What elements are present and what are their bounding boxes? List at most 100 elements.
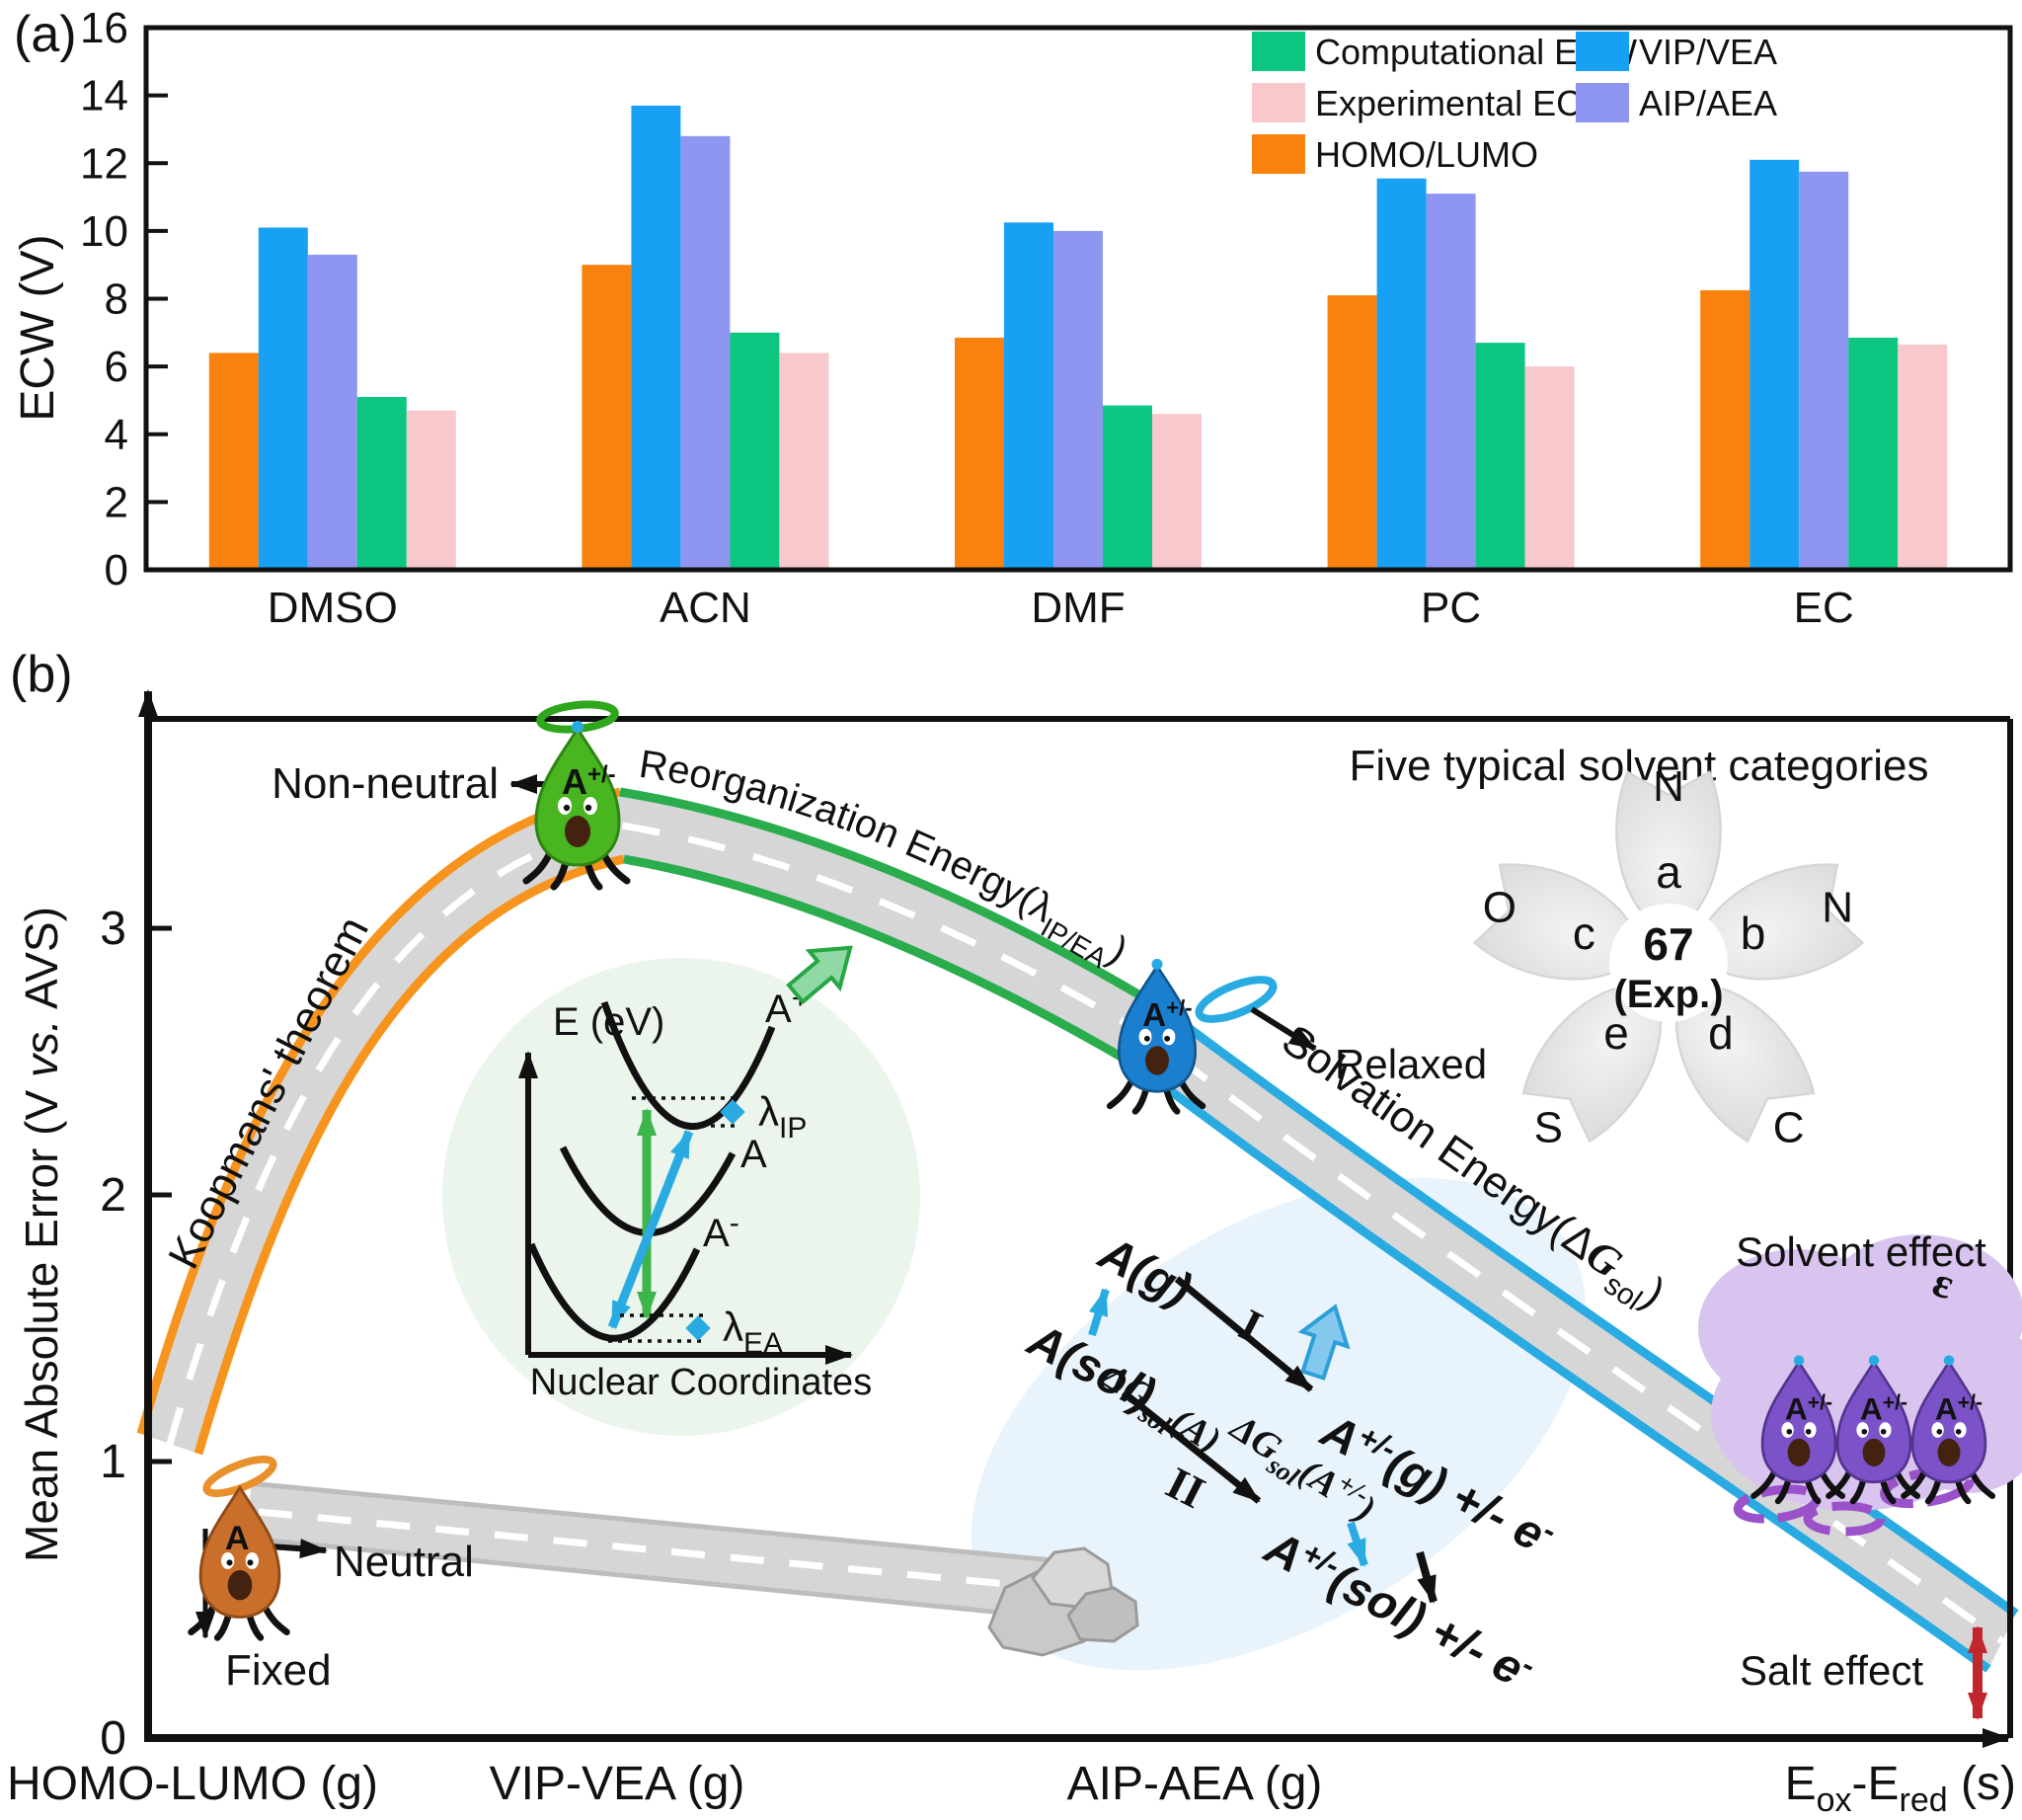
orange-character-fixed-leg [188,1602,217,1636]
reorg-road-edge-bottom [623,854,1142,1071]
fallen-halo-ring [1195,976,1278,1023]
green-character-non-neutral: A+/- [522,700,631,891]
bar-DMSO-HOMO-LUMO [208,353,259,570]
relaxed-arrow [1250,1006,1317,1052]
blue-character-relaxed-body [1117,963,1198,1093]
purple-character-solvated-2-mouth [1862,1438,1886,1466]
panel-b-y-tick-label: 3 [100,903,126,955]
purple-character-solvated-1: A+/- [1750,1355,1846,1505]
panel-b-y-tick-label: 1 [100,1436,126,1488]
panel-a-plot-border [143,25,2013,573]
bar-ACN-Computational-ECW [730,332,780,570]
orange-character-fixed-leg [261,1602,290,1636]
purple-character-solvated-2-body [1835,1359,1912,1484]
blue-character-relaxed-antenna-dot [1151,958,1163,970]
flower-petal-d [1675,983,1816,1144]
purple-character-solvated-1-mouth [1787,1438,1811,1466]
panel-a-y-tick-label: 4 [105,411,128,459]
green-character-non-neutral-pupil [584,804,592,812]
purple-character-solvated-3-pupil [1936,1428,1943,1435]
solvent-effect-label: Solvent effect [1736,1228,1986,1275]
purple-character-solvated-1-pupil [1805,1428,1812,1435]
bar-ACN-HOMO-LUMO [582,265,632,570]
cycle-final-down-arrow [1416,1550,1438,1604]
purple-character-solvated-2-leg [1826,1468,1853,1499]
legend-swatch-Computational-ECW [1252,32,1305,71]
legend-label: AIP/AEA [1639,83,1777,123]
purple-character-solvated-3-leg [1901,1468,1928,1499]
solvation-road-edge-bottom [1136,1064,1991,1673]
panel-a-y-tick-label: 14 [80,72,128,120]
adiabatic-arrow [607,1130,694,1329]
panel-a-label: (a) [14,6,77,63]
panel-a-category-label: DMSO [268,584,398,632]
purple-character-solvated-1-leg [1750,1468,1778,1499]
legend-label: HOMO/LUMO [1315,134,1538,175]
panel-b-y-tick-label: 2 [100,1169,126,1222]
legend-label: Experimental ECW [1315,83,1615,123]
koopmans-road-edge-bottom [194,854,625,1456]
legend-swatch-HOMO-LUMO [1252,134,1305,174]
blue-character-relaxed-pupil [1143,1035,1150,1042]
purple-character-solvated-2-antenna-dot [1868,1355,1880,1366]
flower-petal-c [1472,863,1643,981]
bar-EC-VIP-VEA [1750,159,1800,570]
main-road-body [141,792,2016,1669]
rubble-rocks [987,1546,1139,1657]
purple-character-solvated-2-label: A+/- [1860,1390,1907,1426]
green-character-non-neutral-antenna-dot [572,721,583,733]
green-character-non-neutral-body [534,726,621,867]
inset-x-axis-label: Nuclear Coordinates [530,1362,872,1403]
flat-road [246,1480,1053,1619]
main-road-center-dashes [166,822,2005,1644]
purple-character-solvated-3-body [1910,1359,1987,1484]
bar-DMF-VIP-VEA [1004,222,1053,570]
panel-a-bars [208,105,1948,571]
relaxed-label: Relaxed [1335,1041,1487,1087]
panel-a-category-label: PC [1421,584,1481,632]
panel-a-y-tick-label: 8 [105,276,128,324]
bar-ACN-VIP-VEA [631,105,681,570]
dg-sol-a-up-arrow [1088,1288,1110,1337]
petal-letter-c: c [1573,908,1595,959]
purple-character-solvated-3: A+/- [1901,1355,1996,1505]
bar-DMF-AIP-AEA [1053,230,1103,570]
panel-a-y-tick-label: 16 [80,4,128,52]
koopmans-road-edge-top [136,787,621,1436]
flower-center-exp: (Exp.) [1613,973,1723,1016]
anion-curve-label: A- [703,1207,739,1255]
panel-a-category-label: ACN [660,584,751,632]
petal-outer-element-C: C [1773,1103,1805,1151]
parabola-cation [600,1000,776,1130]
flat-road-bottom-edge [248,1536,1034,1619]
purple-character-solvated-2-pupil [1861,1428,1868,1435]
petal-outer-element-O: O [1483,883,1516,931]
bar-DMF-Experimental-ECW [1152,414,1202,570]
panel-a-y-tick-label: 12 [80,139,128,188]
petal-letter-b: b [1741,908,1766,959]
bar-PC-HOMO-LUMO [1327,295,1377,570]
cycle-arrow-II [1121,1389,1262,1504]
neutral-curve-label: A [740,1133,767,1176]
bar-ACN-Experimental-ECW [779,353,829,570]
blue-character-relaxed-mouth [1145,1046,1169,1075]
orange-character-fixed-label: A [225,1520,250,1557]
bar-DMF-HOMO-LUMO [955,337,1004,570]
panel-a-y-tick-label: 2 [105,478,128,526]
droplet-characters: A A+/- A+/- A+/- A+/- A+/- [188,700,1996,1641]
orange-character-fixed-halo [202,1456,277,1497]
green-block-arrow [786,945,853,1005]
bar-PC-Computational-ECW [1475,343,1525,570]
eox-ered-axis-label: Eox-Ered (s) [1785,1758,2016,1819]
legend-swatch-AIP-AEA [1576,83,1629,122]
cycle-background-ellipse [971,1177,1587,1671]
bar-EC-Computational-ECW [1848,337,1899,570]
orange-character-fixed-body [198,1484,281,1619]
blue-character-relaxed: A+/- [1106,958,1206,1115]
flower-center-count: 67 [1643,918,1693,970]
flat-road-top-edge [248,1480,1053,1563]
flower-petal-a [1615,770,1722,936]
